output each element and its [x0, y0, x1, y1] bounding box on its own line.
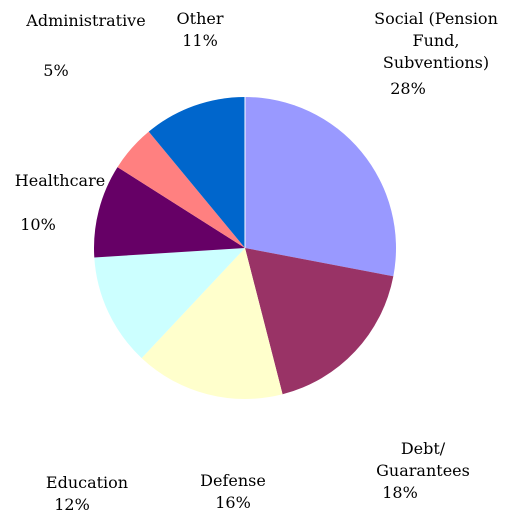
pie-slice-2 — [245, 248, 394, 395]
slice-label-1-line-3: Subventions) — [383, 53, 489, 72]
slice-value-5: 10% — [20, 215, 56, 234]
slice-value-1: 28% — [390, 79, 426, 98]
slice-value-7: 11% — [182, 31, 218, 50]
slice-value-2: 18% — [382, 483, 418, 502]
pie-slice-1 — [245, 96, 397, 277]
slice-label-2-line-1: Debt/ — [401, 439, 446, 458]
pie-slice-5 — [94, 167, 246, 258]
slice-value-3: 16% — [215, 493, 251, 512]
slice-label-5-line-1: Healthcare — [15, 171, 105, 190]
slice-label-3-line-1: Defense — [200, 471, 266, 490]
slice-label-4-line-1: Education — [46, 473, 128, 492]
slice-label-1-line-1: Social (Pension — [374, 9, 498, 28]
slice-label-7-line-1: Other — [177, 9, 224, 28]
slice-label-2-line-2: Guarantees — [376, 461, 470, 480]
slice-value-4: 12% — [54, 495, 90, 514]
slice-label-1-line-2: Fund, — [412, 31, 459, 50]
pie-slice-6 — [117, 131, 245, 248]
pie-slices — [94, 96, 397, 400]
pie-slice-7 — [148, 97, 245, 248]
pie-slice-4 — [94, 248, 245, 359]
pie-slice-3 — [141, 248, 283, 400]
pie-labels: Social (Pension Fund, Subventions) 28% Debt/… — [15, 9, 498, 514]
slice-value-6: 5% — [43, 61, 68, 80]
slice-label-6-line-1: Administrative — [25, 11, 145, 30]
